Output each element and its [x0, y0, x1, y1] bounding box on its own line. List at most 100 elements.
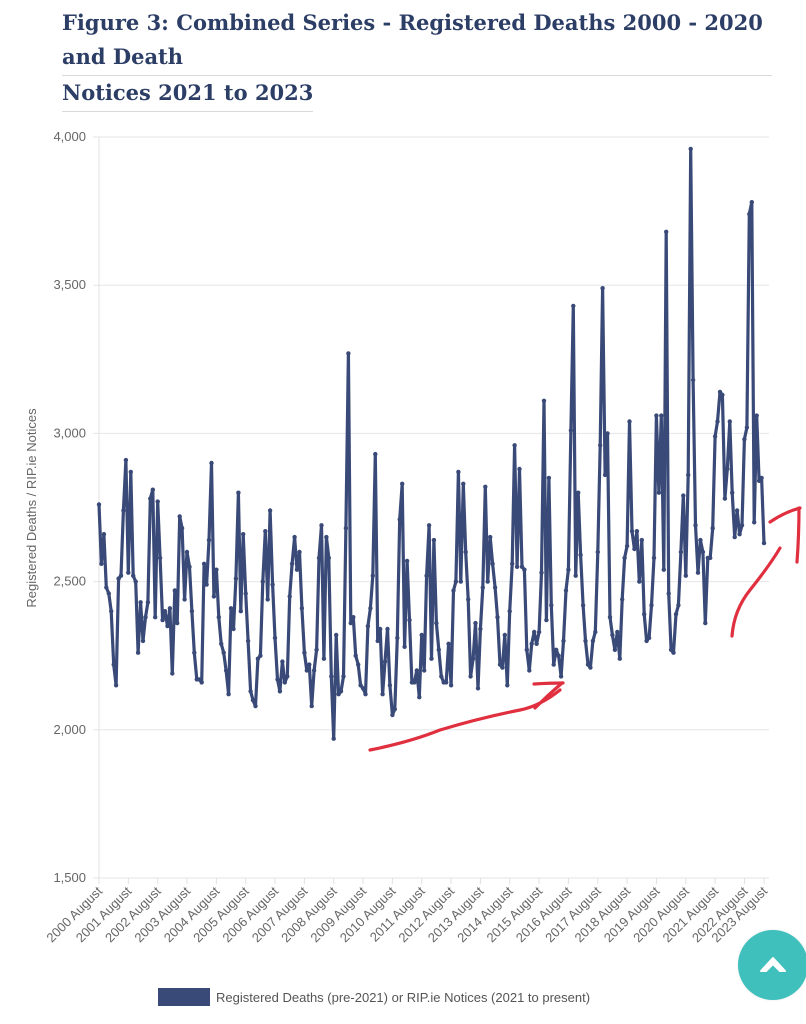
- data-point[interactable]: 2015 August: 2330: [536, 629, 542, 635]
- data-point[interactable]: 2002 November: 2400: [162, 609, 168, 614]
- data-point[interactable]: 2002 June: 2810: [150, 487, 155, 492]
- data-point[interactable]: 2012 June: 2160: [444, 680, 449, 685]
- data-point[interactable]: 2021 December: 2780: [722, 496, 728, 501]
- data-point[interactable]: 2001 September: 2870: [128, 469, 133, 475]
- data-point[interactable]: 2016 February: 2220: [551, 662, 556, 667]
- data-point[interactable]: 2005 December: 2080: [253, 703, 258, 709]
- data-point[interactable]: 2015 February: 2540: [522, 567, 527, 572]
- data-point[interactable]: 2020 June: 2600: [678, 549, 684, 555]
- data-point[interactable]: 2006 May: 2440: [265, 597, 270, 602]
- data-point[interactable]: 2012 January: 2640: [431, 537, 437, 543]
- data-point[interactable]: 2021 February: 2640: [698, 537, 703, 543]
- data-point[interactable]: 2019 August: 3060: [654, 413, 659, 418]
- data-point[interactable]: 2003 May: 2720: [177, 514, 182, 519]
- data-point[interactable]: 2005 September: 2300: [245, 638, 251, 644]
- data-point[interactable]: 2000 November: 2480: [104, 585, 109, 590]
- data-point[interactable]: 2005 March: 2340: [231, 626, 236, 632]
- data-point[interactable]: 2010 May: 2230: [382, 659, 388, 664]
- data-point[interactable]: 2014 June: 2320: [502, 632, 507, 638]
- data-point[interactable]: 2008 April: 2240: [321, 656, 327, 661]
- data-point[interactable]: 2017 February: 2420: [580, 603, 586, 608]
- data-point[interactable]: 2010 August: 2050: [390, 712, 395, 718]
- data-point[interactable]: 2008 July: 2180: [329, 674, 334, 679]
- data-point[interactable]: 2009 June: 2220: [356, 662, 361, 667]
- data-point[interactable]: 2006 February: 2250: [258, 653, 263, 658]
- data-point[interactable]: 2007 March: 2560: [289, 561, 295, 566]
- data-point[interactable]: 2014 September: 2560: [510, 561, 515, 566]
- data-point[interactable]: 2011 May: 2160: [412, 680, 417, 685]
- data-point[interactable]: 2014 March: 2380: [495, 615, 500, 620]
- data-point[interactable]: 2012 October: 2500: [453, 579, 459, 584]
- data-point[interactable]: 2008 October: 2120: [336, 692, 341, 697]
- data-point[interactable]: 2020 April: 2390: [673, 612, 679, 617]
- data-point[interactable]: 2007 January: 2180: [285, 674, 290, 679]
- data-point[interactable]: 2012 August: 2150: [448, 683, 454, 688]
- data-point[interactable]: 2009 September: 2120: [363, 692, 368, 697]
- data-point[interactable]: 2008 May: 2650: [324, 534, 329, 540]
- data-point[interactable]: 2016 May: 2180: [558, 674, 564, 679]
- data-point[interactable]: 2009 January: 2680: [343, 526, 349, 531]
- data-point[interactable]: 2011 June: 2200: [414, 668, 419, 673]
- data-point[interactable]: 2015 December: 2850: [546, 475, 552, 481]
- data-point[interactable]: 2003 March: 2470: [172, 588, 177, 593]
- data-point[interactable]: 2014 November: 2550: [514, 564, 520, 569]
- data-point[interactable]: 2006 September: 2170: [275, 677, 280, 682]
- data-point[interactable]: 2021 August: 2990: [712, 434, 718, 439]
- legend[interactable]: Registered Deaths (pre-2021) or RIP.ie N…: [158, 987, 590, 1007]
- data-point[interactable]: 2015 October: 3110: [541, 398, 547, 403]
- data-point[interactable]: 2011 February: 2570: [404, 558, 410, 564]
- data-point[interactable]: 2016 October: 3430: [571, 303, 576, 309]
- data-point[interactable]: 2006 August: 2310: [272, 635, 278, 641]
- data-point[interactable]: 2001 February: 2220: [111, 662, 116, 667]
- data-point[interactable]: 2004 June: 2900: [209, 460, 214, 466]
- data-point[interactable]: 2010 October: 2310: [395, 635, 400, 641]
- data-point[interactable]: 2014 December: 2880: [517, 466, 522, 472]
- data-point[interactable]: 2006 December: 2160: [282, 680, 287, 685]
- data-point[interactable]: 2009 October: 2350: [365, 623, 371, 629]
- data-point[interactable]: 2009 November: 2410: [368, 606, 373, 611]
- data-point[interactable]: 2014 May: 2210: [500, 665, 505, 670]
- data-point[interactable]: 2002 May: 2780: [148, 496, 153, 501]
- data-point[interactable]: 2017 December: 3000: [605, 431, 610, 436]
- data-point[interactable]: 2002 September: 2580: [157, 555, 163, 561]
- data-point[interactable]: 2008 March: 2690: [319, 523, 324, 528]
- data-point[interactable]: 2009 May: 2250: [353, 653, 358, 658]
- data-point[interactable]: 2017 October: 3490: [600, 286, 605, 291]
- data-point[interactable]: 2003 September: 2550: [187, 564, 192, 569]
- data-point[interactable]: 2020 November: 3180: [690, 377, 696, 383]
- data-point[interactable]: 2018 July: 2580: [622, 555, 627, 561]
- data-point[interactable]: 2020 September: 2860: [686, 472, 691, 478]
- data-point[interactable]: 2023 January: 3060: [754, 413, 759, 418]
- data-point[interactable]: 2004 September: 2380: [216, 615, 221, 620]
- data-point[interactable]: 2013 February: 2600: [463, 549, 468, 555]
- data-point[interactable]: 2010 September: 2070: [392, 706, 397, 712]
- data-point[interactable]: 2022 September: 3020: [744, 425, 750, 430]
- data-point[interactable]: 2012 November: 2870: [456, 469, 461, 475]
- data-point[interactable]: 2022 June: 2660: [737, 532, 742, 537]
- data-point[interactable]: 2016 December: 2800: [576, 490, 581, 495]
- data-point[interactable]: 2015 March: 2270: [524, 647, 529, 652]
- data-point[interactable]: 2019 December: 3680: [664, 229, 669, 234]
- data-point[interactable]: 2010 April: 2120: [380, 692, 385, 697]
- data-point[interactable]: 2010 November: 2710: [397, 517, 402, 522]
- data-point[interactable]: 2022 May: 2740: [734, 508, 740, 513]
- data-point[interactable]: 2005 February: 2410: [228, 606, 234, 611]
- data-point[interactable]: 2019 March: 2390: [642, 612, 647, 617]
- data-point[interactable]: 2023 February: 2840: [756, 478, 762, 483]
- data-point[interactable]: 2018 March: 2270: [612, 647, 618, 652]
- data-point[interactable]: 2008 November: 2130: [338, 689, 344, 694]
- data-point[interactable]: 2000 December: 2460: [106, 591, 112, 596]
- data-point[interactable]: 2005 October: 2130: [248, 689, 253, 694]
- data-point[interactable]: 2007 May: 2540: [294, 567, 300, 572]
- data-point[interactable]: 2003 June: 2680: [179, 526, 185, 531]
- data-point[interactable]: 2011 September: 2200: [422, 668, 427, 673]
- data-point[interactable]: 2003 July: 2440: [182, 597, 187, 602]
- data-point[interactable]: 2021 January: 2530: [695, 570, 701, 575]
- data-point[interactable]: 2001 December: 2260: [135, 650, 141, 655]
- data-point[interactable]: 2001 June: 2740: [121, 508, 126, 513]
- data-point[interactable]: 2005 May: 2800: [236, 490, 241, 495]
- data-point[interactable]: 2021 September: 3040: [715, 419, 720, 424]
- data-point[interactable]: 2015 September: 2530: [539, 570, 544, 575]
- data-point[interactable]: 2019 October: 3060: [659, 413, 664, 418]
- data-point[interactable]: 2003 November: 2260: [192, 650, 197, 655]
